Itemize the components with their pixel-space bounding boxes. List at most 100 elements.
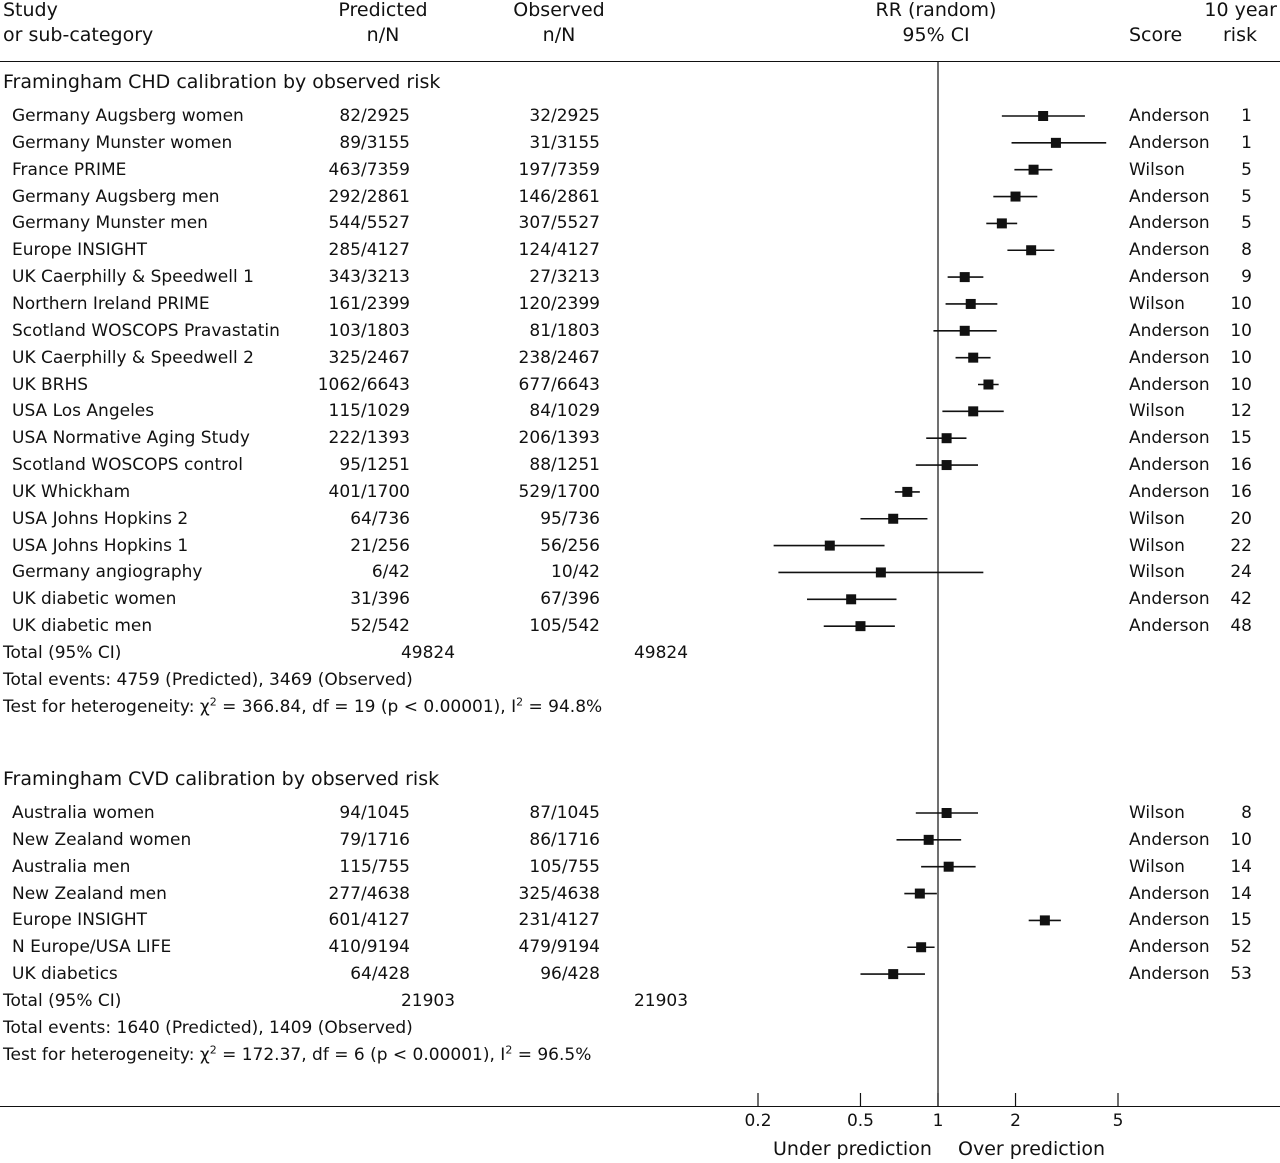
risk-value: 10 bbox=[1230, 347, 1252, 368]
point-estimate bbox=[824, 540, 835, 551]
risk-value: 24 bbox=[1230, 562, 1252, 583]
score-value: Anderson bbox=[1129, 481, 1210, 502]
predicted-value: 115/755 bbox=[339, 856, 410, 877]
point-estimate bbox=[965, 298, 976, 309]
observed-value: 67/396 bbox=[540, 589, 600, 610]
observed-value: 677/6643 bbox=[518, 374, 600, 395]
point-estimate bbox=[943, 861, 954, 872]
tick-label: 5 bbox=[1112, 1111, 1124, 1131]
predicted-value: 31/396 bbox=[350, 589, 410, 610]
score-value: Anderson bbox=[1129, 213, 1210, 234]
study-name: New Zealand women bbox=[12, 829, 192, 850]
risk-value: 5 bbox=[1241, 213, 1252, 234]
risk-value: 12 bbox=[1230, 401, 1252, 422]
predicted-value: 82/2925 bbox=[339, 106, 410, 126]
study-name: UK Whickham bbox=[12, 481, 131, 502]
study-name: Scotland WOSCOPS control bbox=[12, 455, 243, 476]
point-estimate bbox=[875, 567, 886, 578]
point-estimate bbox=[1026, 245, 1037, 256]
point-estimate bbox=[923, 834, 934, 845]
risk-value: 5 bbox=[1241, 159, 1252, 180]
score-value: Anderson bbox=[1129, 455, 1210, 476]
study-name: USA Los Angeles bbox=[12, 401, 155, 422]
observed-value: 307/5527 bbox=[518, 213, 600, 234]
study-name: New Zealand men bbox=[12, 883, 167, 904]
study-name: Germany Augsberg women bbox=[12, 106, 244, 126]
score-value: Anderson bbox=[1129, 910, 1210, 931]
total-label: Total (95% CI) bbox=[3, 643, 122, 663]
header-predicted-nN: n/N bbox=[366, 24, 400, 46]
header-rule bbox=[0, 61, 1280, 62]
point-estimate bbox=[914, 888, 925, 899]
observed-value: 56/256 bbox=[540, 535, 600, 556]
predicted-value: 79/1716 bbox=[339, 829, 410, 850]
point-estimate bbox=[1038, 111, 1049, 121]
header-rr: RR (random) bbox=[875, 0, 997, 21]
predicted-value: 463/7359 bbox=[328, 159, 410, 180]
score-value: Anderson bbox=[1129, 320, 1210, 341]
predicted-value: 285/4127 bbox=[328, 240, 410, 261]
predicted-value: 343/3213 bbox=[328, 267, 410, 288]
study-name: Australia men bbox=[12, 856, 131, 877]
point-estimate bbox=[941, 433, 952, 444]
observed-value: 105/755 bbox=[529, 856, 600, 877]
header-observed-nN: n/N bbox=[542, 24, 576, 46]
observed-value: 31/3155 bbox=[529, 132, 600, 153]
tick-label: 2 bbox=[1010, 1111, 1021, 1131]
study-name: USA Normative Aging Study bbox=[12, 428, 250, 449]
study-name: Europe INSIGHT bbox=[12, 240, 148, 261]
risk-value: 53 bbox=[1230, 964, 1252, 985]
predicted-value: 103/1803 bbox=[328, 320, 410, 341]
point-estimate bbox=[959, 272, 970, 283]
predicted-value: 89/3155 bbox=[339, 132, 410, 153]
observed-value: 146/2861 bbox=[518, 186, 600, 207]
score-value: Anderson bbox=[1129, 240, 1210, 261]
score-value: Wilson bbox=[1129, 401, 1185, 422]
study-name: UK diabetics bbox=[12, 964, 118, 985]
tick-label: 1 bbox=[932, 1111, 944, 1131]
risk-value: 15 bbox=[1230, 910, 1252, 931]
point-estimate bbox=[1039, 915, 1050, 926]
predicted-value: 1062/6643 bbox=[317, 374, 410, 395]
score-value: Anderson bbox=[1129, 829, 1210, 850]
predicted-value: 277/4638 bbox=[328, 883, 410, 904]
study-name: UK diabetic men bbox=[12, 616, 153, 637]
score-value: Wilson bbox=[1129, 803, 1185, 823]
point-estimate bbox=[1050, 137, 1061, 148]
risk-value: 9 bbox=[1241, 267, 1252, 288]
score-value: Anderson bbox=[1129, 132, 1210, 153]
observed-value: 120/2399 bbox=[518, 293, 600, 314]
study-name: N Europe/USA LIFE bbox=[12, 937, 172, 958]
study-name: Germany Munster women bbox=[12, 132, 233, 153]
risk-value: 52 bbox=[1230, 937, 1252, 958]
observed-value: 206/1393 bbox=[518, 428, 600, 449]
header-observed: Observed bbox=[513, 0, 605, 21]
total-predicted: 21903 bbox=[400, 990, 456, 1011]
score-value: Anderson bbox=[1129, 347, 1210, 368]
observed-value: 32/2925 bbox=[529, 106, 600, 126]
observed-value: 105/542 bbox=[529, 616, 600, 637]
het-suffix: = 94.8% bbox=[523, 697, 603, 717]
point-estimate bbox=[1028, 164, 1039, 175]
observed-value: 87/1045 bbox=[529, 803, 600, 823]
predicted-value: 325/2467 bbox=[328, 347, 410, 368]
risk-value: 10 bbox=[1230, 829, 1252, 850]
chi-square-superscript: 2 bbox=[209, 1043, 217, 1057]
study-name: Australia women bbox=[12, 803, 155, 823]
risk-value: 14 bbox=[1230, 883, 1252, 904]
predicted-value: 544/5527 bbox=[328, 213, 410, 234]
point-estimate bbox=[968, 352, 979, 363]
score-value: Anderson bbox=[1129, 106, 1210, 126]
header-score: Score bbox=[1129, 24, 1183, 46]
predicted-value: 410/9194 bbox=[328, 937, 410, 958]
observed-value: 27/3213 bbox=[529, 267, 600, 288]
observed-value: 86/1716 bbox=[529, 829, 600, 850]
observed-value: 84/1029 bbox=[529, 401, 600, 422]
predicted-value: 64/428 bbox=[350, 964, 410, 985]
study-name: UK BRHS bbox=[12, 374, 89, 395]
het-prefix: Test for heterogeneity: χ bbox=[3, 1044, 210, 1065]
risk-value: 16 bbox=[1230, 481, 1252, 502]
observed-value: 88/1251 bbox=[529, 455, 600, 476]
risk-value: 22 bbox=[1230, 535, 1252, 556]
